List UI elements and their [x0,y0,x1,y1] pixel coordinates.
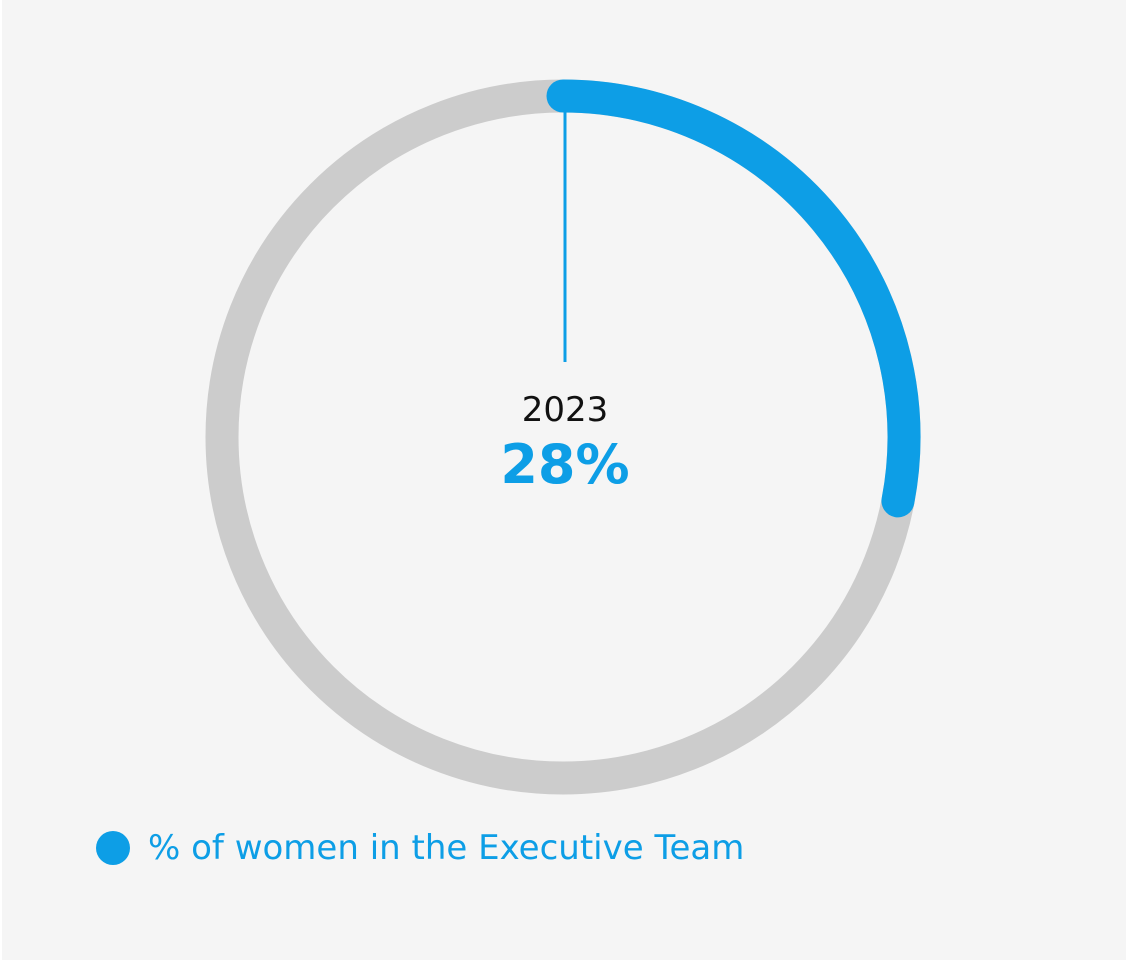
percentage-value: 28% [500,433,630,496]
year-label: 2023 [521,390,609,430]
progress-arc [546,79,921,518]
legend-label: % of women in the Executive Team [148,828,745,868]
legend-swatch [96,831,130,865]
legend: % of women in the Executive Team [96,826,744,870]
